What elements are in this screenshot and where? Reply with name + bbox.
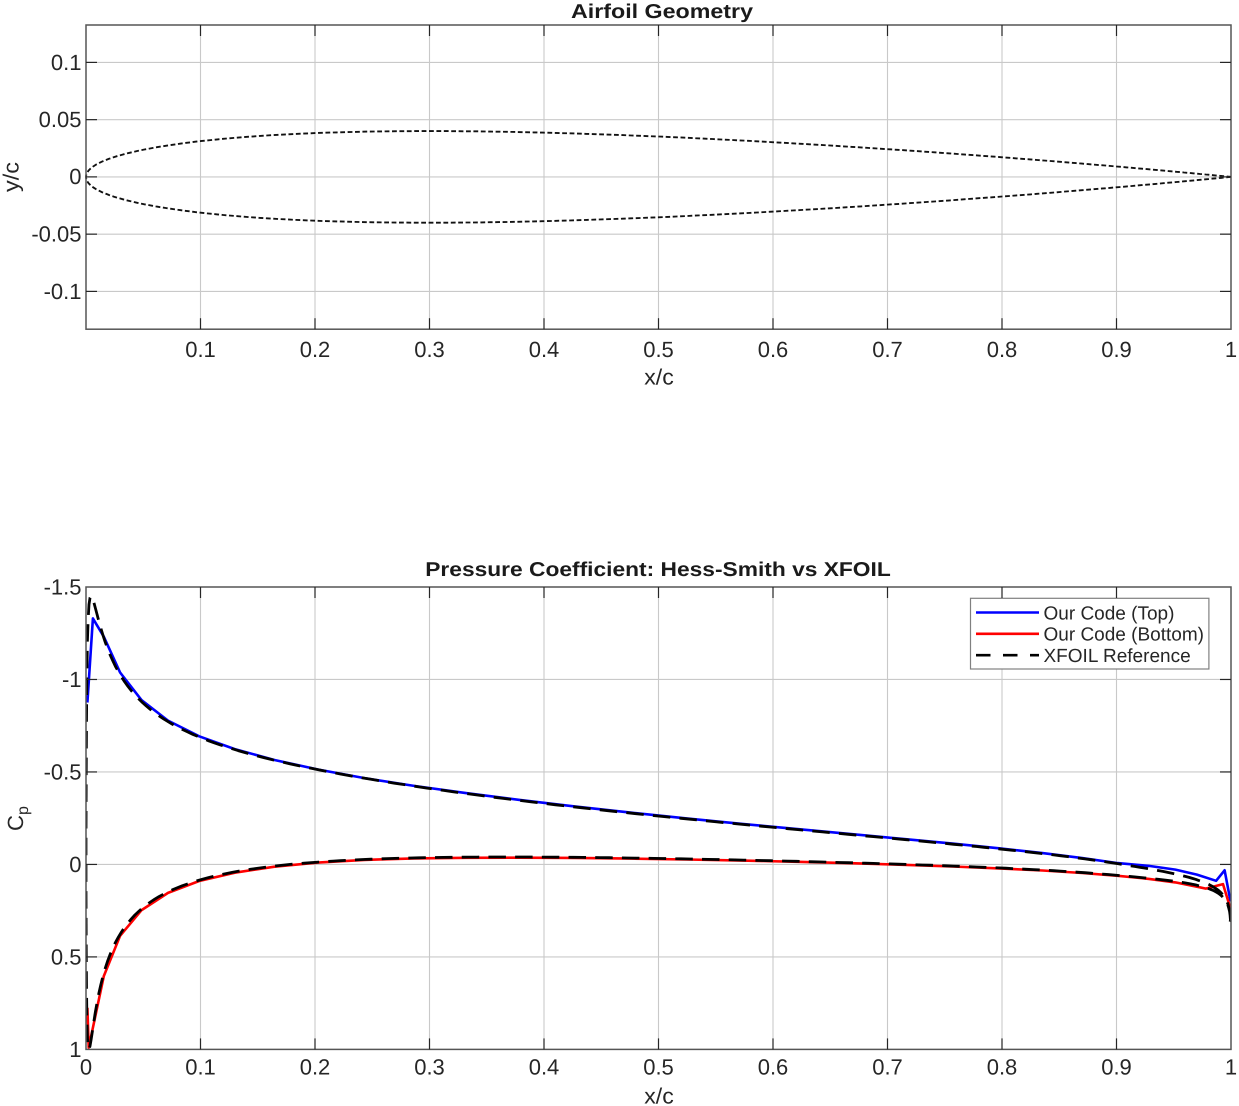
svg-text:0: 0	[69, 164, 81, 189]
svg-text:Our Code (Bottom): Our Code (Bottom)	[1044, 625, 1205, 646]
svg-text:Airfoil Geometry: Airfoil Geometry	[571, 1, 754, 23]
svg-text:Our Code (Top): Our Code (Top)	[1044, 603, 1175, 624]
svg-text:0.7: 0.7	[872, 337, 903, 362]
svg-text:x/c: x/c	[644, 364, 674, 389]
svg-text:0: 0	[80, 1055, 92, 1080]
svg-text:1: 1	[69, 1037, 81, 1062]
svg-text:0.5: 0.5	[643, 337, 674, 362]
svg-text:0.1: 0.1	[185, 1055, 216, 1080]
svg-text:0.1: 0.1	[185, 337, 216, 362]
svg-text:XFOIL Reference: XFOIL Reference	[1044, 646, 1191, 667]
svg-text:Cp: Cp	[3, 806, 32, 831]
svg-text:-1.5: -1.5	[44, 574, 82, 599]
svg-text:0.2: 0.2	[300, 1055, 331, 1080]
svg-text:Pressure Coefficient: Hess-Smi: Pressure Coefficient: Hess-Smith vs XFOI…	[425, 559, 891, 581]
svg-text:x/c: x/c	[644, 1084, 674, 1106]
svg-text:0.8: 0.8	[987, 337, 1018, 362]
svg-text:0.5: 0.5	[643, 1055, 674, 1080]
svg-text:0.9: 0.9	[1101, 1055, 1132, 1080]
svg-text:0.5: 0.5	[51, 944, 82, 969]
svg-text:0.3: 0.3	[414, 1055, 445, 1080]
svg-text:-0.1: -0.1	[44, 279, 82, 304]
svg-text:0.1: 0.1	[51, 50, 82, 75]
svg-text:0.8: 0.8	[987, 1055, 1018, 1080]
svg-text:0.4: 0.4	[529, 1055, 560, 1080]
svg-text:1: 1	[1225, 337, 1237, 362]
svg-text:0.4: 0.4	[529, 337, 560, 362]
svg-text:0.7: 0.7	[872, 1055, 903, 1080]
svg-text:0.6: 0.6	[758, 1055, 789, 1080]
svg-text:-0.5: -0.5	[44, 759, 82, 784]
svg-text:0.6: 0.6	[758, 337, 789, 362]
svg-text:0.9: 0.9	[1101, 337, 1132, 362]
svg-text:0.2: 0.2	[300, 337, 331, 362]
svg-text:0: 0	[69, 852, 81, 877]
svg-text:-1: -1	[62, 667, 82, 692]
svg-text:-0.05: -0.05	[31, 222, 81, 247]
svg-text:y/c: y/c	[0, 162, 23, 192]
svg-text:0.05: 0.05	[39, 107, 82, 132]
svg-text:0.3: 0.3	[414, 337, 445, 362]
svg-text:1: 1	[1225, 1055, 1237, 1080]
